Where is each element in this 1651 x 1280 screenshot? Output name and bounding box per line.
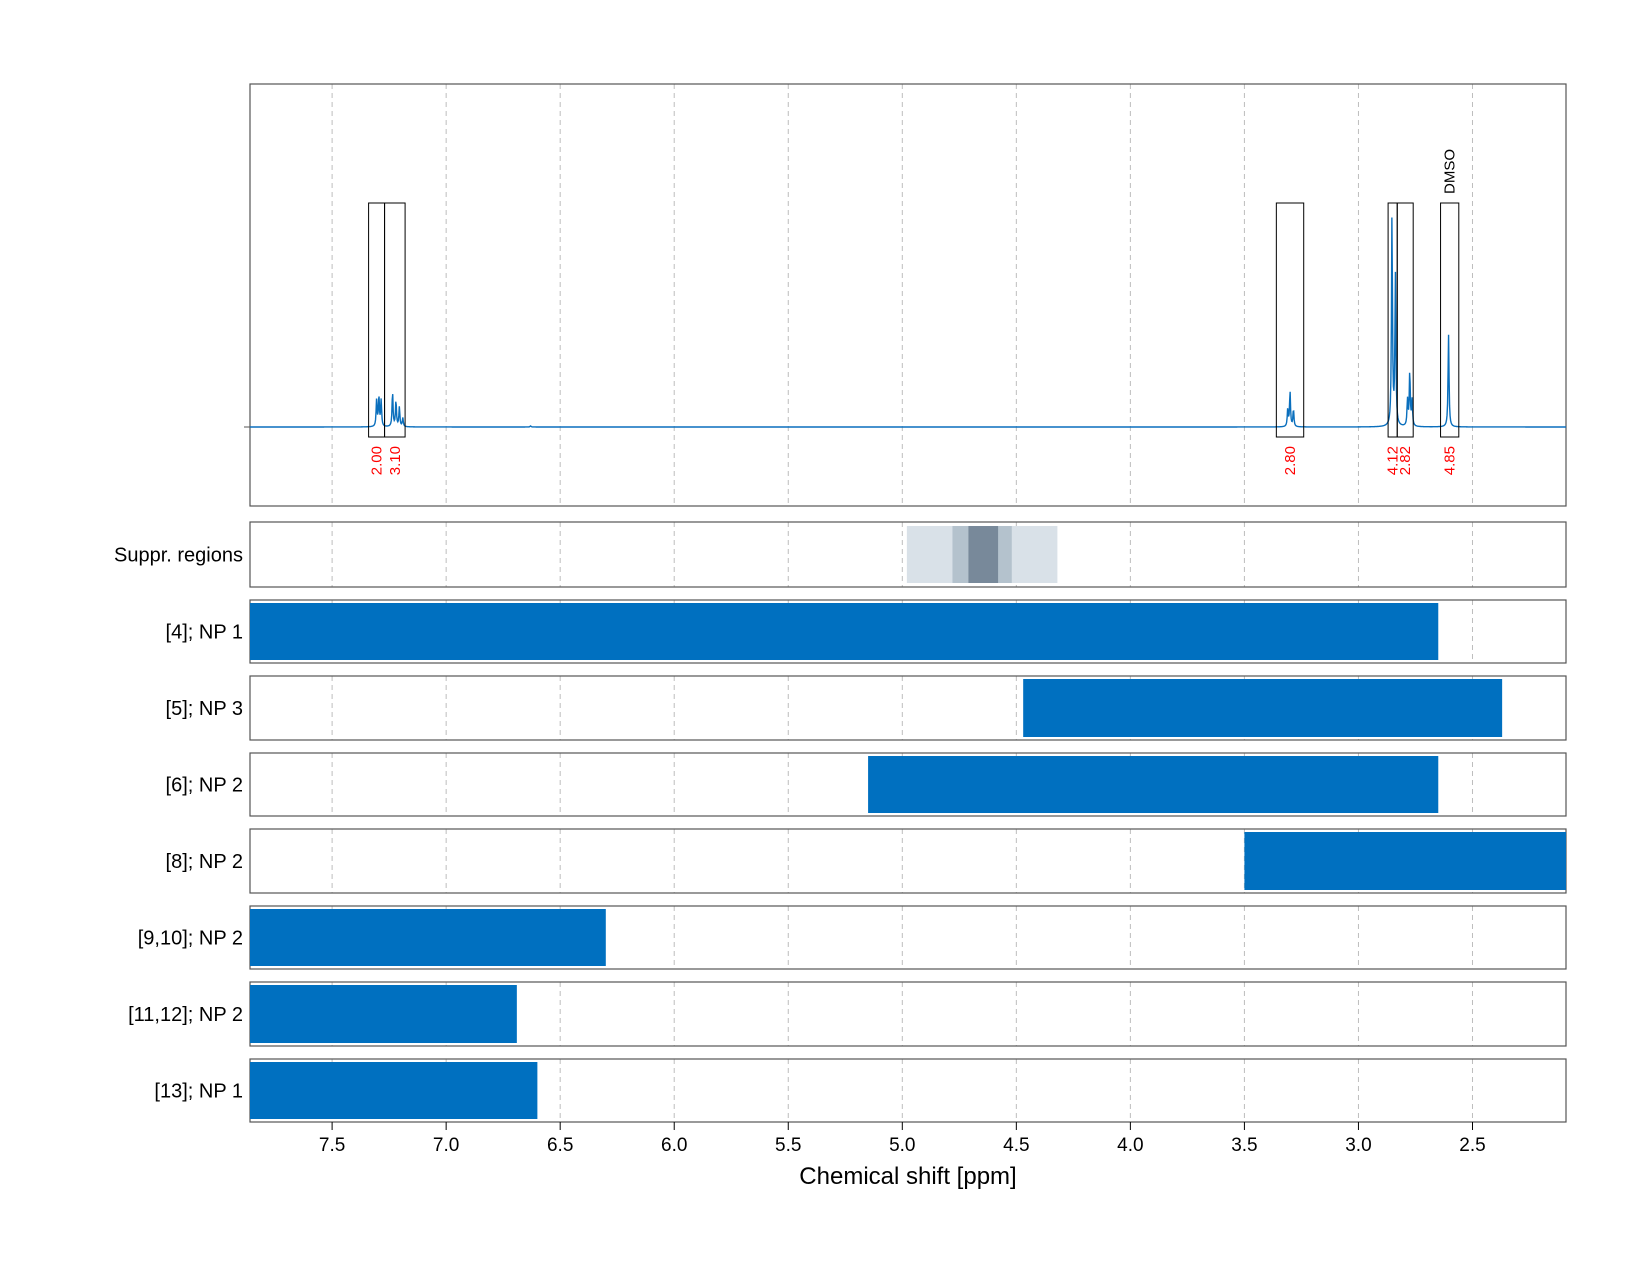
integral-label: 3.10 — [387, 446, 404, 475]
x-tick-label: 4.0 — [1117, 1135, 1143, 1156]
suppression-band — [968, 526, 999, 583]
region-bar — [868, 756, 1439, 813]
solvent-label: DMSO — [1442, 149, 1459, 194]
spectrum-panel: 2.00 3.10 2.80 4.122.82 4.85 DMSO — [244, 83, 1567, 507]
suppression-frame — [249, 521, 1567, 588]
region-row: [9,10]; NP 2 — [138, 905, 1567, 970]
region-row: [13]; NP 1 — [154, 1058, 1567, 1123]
spectrum-frame — [249, 83, 1567, 507]
integration-box — [384, 202, 406, 438]
x-tick-label: 5.0 — [889, 1135, 915, 1156]
x-tick-label: 6.5 — [547, 1135, 573, 1156]
region-rows: [4]; NP 1 [5]; NP 3 [6]; NP 2 [8]; NP 2 [9,1… — [128, 599, 1567, 1123]
row-frame — [249, 675, 1567, 741]
region-row: [6]; NP 2 — [166, 752, 1567, 817]
x-tick-label: 3.5 — [1231, 1135, 1257, 1156]
region-bar — [250, 603, 1439, 660]
spectrum-line — [250, 217, 1566, 428]
region-bar — [1023, 679, 1503, 737]
x-tick-label: 7.0 — [433, 1135, 459, 1156]
x-tick-label: 7.5 — [319, 1135, 345, 1156]
row-label: [8]; NP 2 — [166, 851, 243, 873]
integral-label: 2.82 — [1397, 446, 1414, 475]
integration-box — [1275, 202, 1305, 438]
row-label: [13]; NP 1 — [154, 1081, 243, 1103]
region-bar — [250, 1062, 538, 1119]
row-frame — [249, 752, 1567, 817]
region-row: [11,12]; NP 2 — [128, 981, 1567, 1047]
region-bar — [250, 985, 517, 1043]
integral-label: 4.12 — [1385, 446, 1402, 475]
x-tick-label: 6.0 — [661, 1135, 687, 1156]
x-axis-label: Chemical shift [ppm] — [799, 1163, 1016, 1190]
row-label: [11,12]; NP 2 — [128, 1004, 243, 1026]
x-tick-label: 5.5 — [775, 1135, 801, 1156]
region-row: [8]; NP 2 — [166, 828, 1567, 894]
suppression-label: Suppr. regions — [114, 545, 243, 567]
row-label: [5]; NP 3 — [166, 698, 243, 720]
region-bar — [1244, 832, 1566, 890]
integral-label: 2.00 — [369, 446, 386, 475]
integral-label: 2.80 — [1282, 446, 1299, 475]
region-row: [5]; NP 3 — [166, 675, 1567, 741]
region-bar — [250, 909, 606, 966]
x-tick-label: 2.5 — [1459, 1135, 1485, 1156]
region-row: [4]; NP 1 — [166, 599, 1567, 664]
integral-label: 4.85 — [1442, 446, 1459, 475]
integration-box — [1440, 202, 1460, 438]
row-label: [6]; NP 2 — [166, 775, 243, 797]
x-tick-label: 4.5 — [1003, 1135, 1029, 1156]
row-label: [4]; NP 1 — [166, 622, 243, 644]
x-tick-label: 3.0 — [1345, 1135, 1371, 1156]
x-axis: 7.5 7.0 6.5 6.0 5.5 5.0 4.5 4.0 3.5 3.0 2.5 Chemica… — [319, 1122, 1486, 1190]
integration-box — [1396, 202, 1414, 438]
row-label: [9,10]; NP 2 — [138, 928, 243, 950]
suppression-panel: Suppr. regions — [114, 521, 1567, 588]
